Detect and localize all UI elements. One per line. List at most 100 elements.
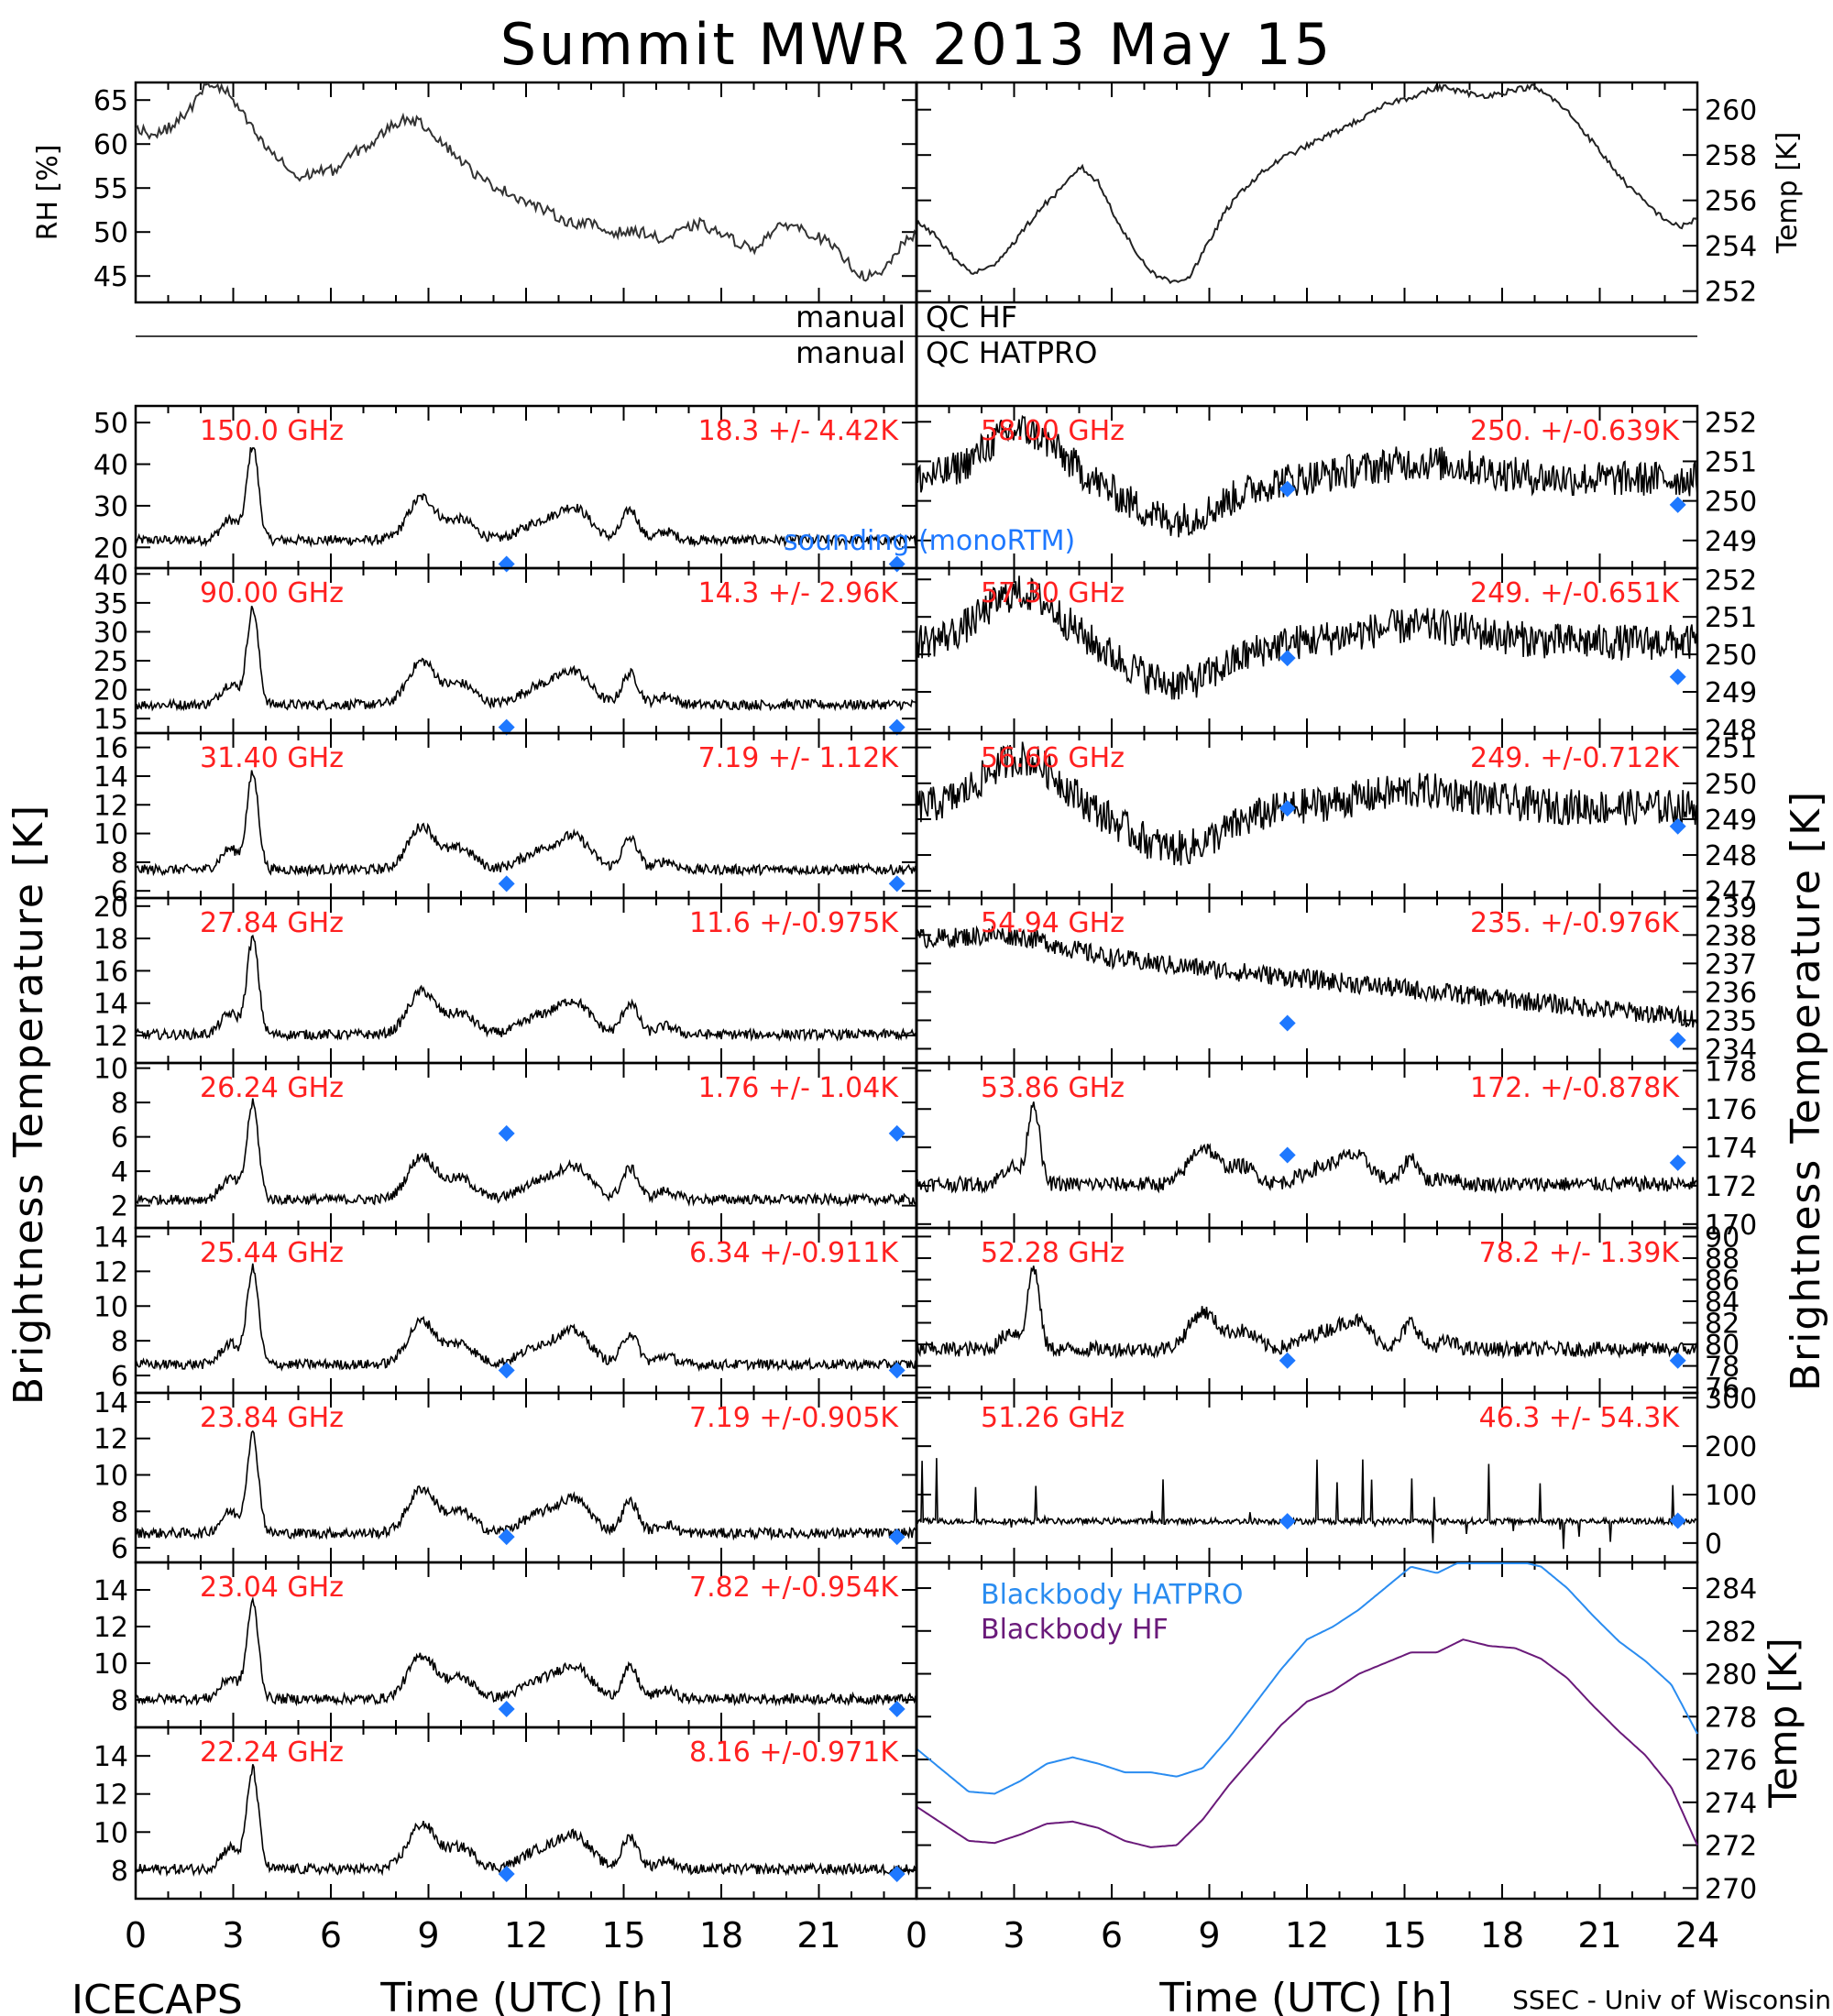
panel-3140ghz-ytick-label: 6 xyxy=(111,876,128,908)
panel-3140ghz-freq-label: 31.40 GHz xyxy=(200,742,344,774)
panel-3140ghz-ytick-label: 10 xyxy=(93,819,128,851)
panel-temp-ytick-label: 258 xyxy=(1705,140,1757,172)
panel-5666ghz-ytick-label: 249 xyxy=(1705,805,1757,837)
panel-5228ghz-ytick-label: 82 xyxy=(1705,1309,1740,1341)
panel-9000ghz-series xyxy=(135,605,917,712)
panel-blackbody-hf-series xyxy=(916,1638,1698,1848)
panel-2544ghz-freq-label: 25.44 GHz xyxy=(200,1237,344,1269)
x-axis-label-right: Time (UTC) [h] xyxy=(1158,1975,1452,2016)
panel-2784ghz-ytick-label: 20 xyxy=(93,892,128,924)
panel-2304ghz-ytick-label: 8 xyxy=(111,1685,128,1717)
panel-2624ghz-sounding-point xyxy=(888,1124,906,1142)
panel-5386ghz-stat-label: 172. +/-0.878K xyxy=(1470,1072,1680,1104)
panel-9000ghz-ytick-label: 25 xyxy=(93,646,128,678)
panel-2224ghz-ytick-label: 8 xyxy=(111,1856,128,1888)
panel-2384ghz-freq-label: 23.84 GHz xyxy=(200,1402,344,1434)
x-tick-label-left: 0 xyxy=(125,1915,147,1956)
panel-5126ghz-sounding-point xyxy=(1669,1512,1686,1529)
panel-5730ghz-ytick-label: 249 xyxy=(1705,677,1757,709)
panel-2224ghz-ytick-label: 14 xyxy=(93,1741,128,1773)
panel-5386ghz-freq-label: 53.86 GHz xyxy=(981,1072,1125,1104)
panel-temp-ytick-label: 254 xyxy=(1705,231,1757,263)
panel-2544ghz-ytick-label: 10 xyxy=(93,1291,128,1323)
x-tick-label-left: 12 xyxy=(504,1915,548,1956)
panel-1500ghz-ytick-label: 40 xyxy=(93,450,128,482)
panel-5228ghz-ytick-label: 86 xyxy=(1705,1265,1740,1297)
qc-hf-manual-label: manual xyxy=(796,300,906,334)
panel-2224ghz-freq-label: 22.24 GHz xyxy=(200,1737,344,1769)
panel-2224ghz-sounding-point xyxy=(888,1865,906,1882)
panel-blackbody-ytick-label: 282 xyxy=(1705,1616,1757,1649)
panel-5494ghz-ytick-label: 234 xyxy=(1705,1034,1757,1066)
panel-rh-ytick-label: 50 xyxy=(93,217,128,249)
panel-5228ghz-ytick-label: 80 xyxy=(1705,1330,1740,1362)
panel-2224ghz-stat-label: 8.16 +/-0.971K xyxy=(689,1737,899,1769)
panel-2384ghz-sounding-point xyxy=(498,1528,515,1546)
panel-temp-series xyxy=(916,82,1698,285)
panel-2784ghz-ytick-label: 18 xyxy=(93,924,128,956)
panel-2544ghz-series xyxy=(135,1263,917,1373)
x-axis-label-left: Time (UTC) [h] xyxy=(379,1975,673,2016)
panel-2224ghz-ytick-label: 10 xyxy=(93,1817,128,1849)
panel-5800ghz-sounding-point xyxy=(1669,496,1686,513)
y-axis-label-right: Brightness Temperature [K] xyxy=(1783,790,1829,1391)
panel-5666ghz-ytick-label: 248 xyxy=(1705,840,1757,872)
panel-1500ghz-sounding-point xyxy=(498,555,515,573)
panel-5666ghz-ytick-label: 247 xyxy=(1705,876,1757,908)
panel-blackbody-ytick-label: 280 xyxy=(1705,1660,1757,1692)
panel-2304ghz-freq-label: 23.04 GHz xyxy=(200,1572,344,1604)
panel-5666ghz-sounding-point xyxy=(1279,800,1296,817)
panel-5126ghz-series xyxy=(916,1458,1698,1550)
panel-5228ghz-freq-label: 52.28 GHz xyxy=(981,1237,1125,1269)
panel-5126ghz-ytick-label: 200 xyxy=(1705,1431,1757,1463)
panel-5494ghz-ytick-label: 235 xyxy=(1705,1005,1757,1037)
panel-temp-ytick-label: 260 xyxy=(1705,95,1757,127)
x-tick-label-left: 6 xyxy=(320,1915,342,1956)
panel-2384ghz-ytick-label: 14 xyxy=(93,1387,128,1419)
panel-blackbody-ytick-label: 272 xyxy=(1705,1831,1757,1863)
panel-2304ghz-series xyxy=(135,1595,917,1707)
panel-2384ghz-ytick-label: 6 xyxy=(111,1533,128,1565)
panel-5800ghz-ytick-label: 249 xyxy=(1705,526,1757,558)
panel-5800ghz-sounding-point xyxy=(1279,480,1296,498)
panel-1500ghz-ytick-label: 20 xyxy=(93,532,128,564)
qc-hatpro-label: QC HATPRO xyxy=(926,335,1097,370)
panel-2784ghz-stat-label: 11.6 +/-0.975K xyxy=(689,907,899,939)
panel-5730ghz-ytick-label: 250 xyxy=(1705,640,1757,672)
figure-title: Summit MWR 2013 May 15 xyxy=(500,11,1334,78)
panel-5386ghz-ytick-label: 170 xyxy=(1705,1210,1757,1242)
panel-5494ghz-series xyxy=(916,925,1698,1028)
x-tick-label-right: 9 xyxy=(1198,1915,1220,1956)
panel-2784ghz-ytick-label: 16 xyxy=(93,956,128,988)
panel-5494ghz-ytick-label: 238 xyxy=(1705,920,1757,952)
panel-1500ghz-ytick-label: 50 xyxy=(93,408,128,440)
footer-right: SSEC - Univ of Wisconsin xyxy=(1512,1985,1831,2015)
panel-5386ghz-sounding-point xyxy=(1279,1146,1296,1164)
panel-1500ghz-freq-label: 150.0 GHz xyxy=(200,415,344,447)
panel-5126ghz-stat-label: 46.3 +/- 54.3K xyxy=(1479,1402,1681,1434)
panel-5228ghz-stat-label: 78.2 +/- 1.39K xyxy=(1479,1237,1681,1269)
panel-5730ghz-sounding-point xyxy=(1279,650,1296,667)
panel-2624ghz-ytick-label: 10 xyxy=(93,1054,128,1086)
panel-2544ghz-ytick-label: 12 xyxy=(93,1256,128,1288)
panel-2624ghz-freq-label: 26.24 GHz xyxy=(200,1072,344,1104)
panel-2304ghz-ytick-label: 10 xyxy=(93,1649,128,1681)
panel-temp-frame xyxy=(915,81,1699,304)
footer-left: ICECAPS xyxy=(71,1977,243,2016)
x-tick-label-left: 9 xyxy=(417,1915,439,1956)
panel-5126ghz-ytick-label: 100 xyxy=(1705,1480,1757,1512)
legend-bb-hf: Blackbody HF xyxy=(981,1614,1169,1646)
panel-5730ghz-sounding-point xyxy=(1669,668,1686,685)
panel-rh-frame xyxy=(134,81,918,304)
panel-5730ghz-ytick-label: 248 xyxy=(1705,715,1757,747)
x-tick-label-left: 15 xyxy=(601,1915,645,1956)
panel-5494ghz-stat-label: 235. +/-0.976K xyxy=(1470,907,1680,939)
panel-5126ghz-sounding-point xyxy=(1279,1513,1296,1530)
panel-3140ghz-stat-label: 7.19 +/- 1.12K xyxy=(698,742,900,774)
panel-9000ghz-ytick-label: 35 xyxy=(93,588,128,620)
x-tick-label-left: 18 xyxy=(699,1915,743,1956)
x-tick-label-right: 3 xyxy=(1003,1915,1025,1956)
panel-rh-ytick-label: 55 xyxy=(93,173,128,205)
x-tick-label-left: 3 xyxy=(222,1915,244,1956)
